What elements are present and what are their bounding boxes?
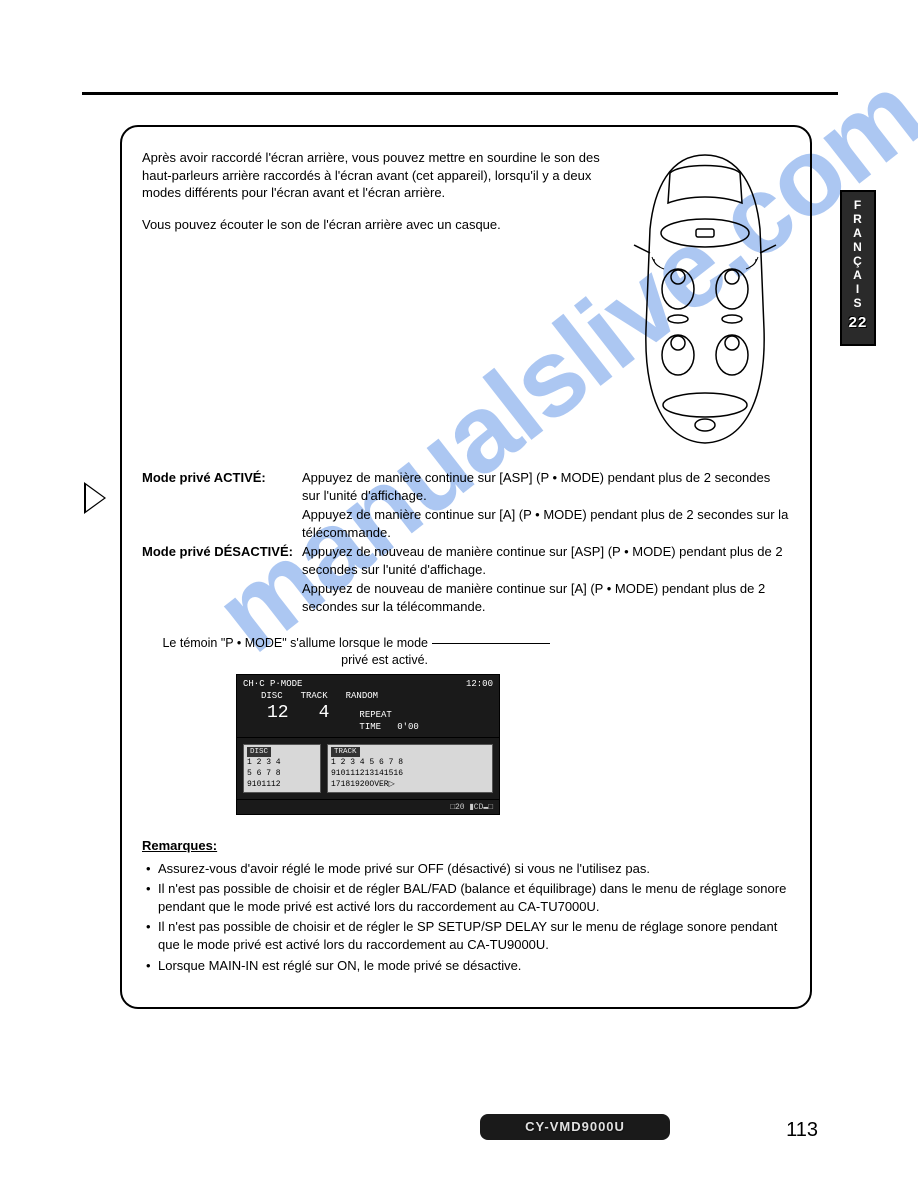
language-tab: F R A N Ç A I S 22 — [840, 190, 876, 346]
lcd-disc-num: 12 — [267, 702, 289, 725]
disc-panel-header: DISC — [247, 747, 271, 757]
remark-item: Il n'est pas possible de choisir et de r… — [146, 880, 790, 916]
mode-inactive-desc2: Appuyez de nouveau de manière continue s… — [302, 580, 790, 615]
car-diagram — [620, 149, 790, 449]
mode-section: Mode privé ACTIVÉ: Appuyez de manière co… — [142, 469, 790, 615]
lcd-track-num: 4 — [319, 702, 330, 725]
content-box: Après avoir raccordé l'écran arrière, vo… — [120, 125, 812, 1009]
lang-letter: R — [842, 212, 874, 226]
mode-active-label: Mode privé ACTIVÉ: — [142, 469, 302, 504]
intro-p1: Après avoir raccordé l'écran arrière, vo… — [142, 149, 606, 202]
page-number: 113 — [786, 1119, 818, 1142]
remarks-title: Remarques: — [142, 837, 790, 855]
disc-row: 5 6 7 8 — [247, 769, 281, 778]
top-rule — [82, 92, 838, 95]
mode-inactive-desc1: Appuyez de nouveau de manière continue s… — [302, 543, 790, 578]
remark-item: Assurez-vous d'avoir réglé le mode privé… — [146, 860, 790, 878]
remark-item: Il n'est pas possible de choisir et de r… — [146, 918, 790, 954]
mode-inactive-label: Mode privé DÉSACTIVÉ: — [142, 543, 302, 578]
mode-active-desc1: Appuyez de manière continue sur [ASP] (P… — [302, 469, 790, 504]
lcd-track-panel: TRACK 1 2 3 4 5 6 7 8 910111213141516 17… — [327, 744, 493, 794]
lang-letter: N — [842, 240, 874, 254]
disc-row: 9101112 — [247, 780, 281, 789]
lcd-display: CH·C P·MODE 12:00 DISC TRACK RANDOM 12 4… — [236, 674, 500, 816]
lcd-label-time: TIME — [359, 722, 381, 732]
track-row: 910111213141516 — [331, 769, 403, 778]
lang-letter: F — [842, 198, 874, 212]
lcd-top: CH·C P·MODE 12:00 DISC TRACK RANDOM 12 4… — [236, 674, 500, 738]
lcd-label-repeat: REPEAT — [359, 710, 391, 720]
lang-letter: S — [842, 296, 874, 310]
play-triangle-inner — [86, 485, 104, 511]
lcd-ch-pmode: CH·C P·MODE — [243, 679, 302, 690]
lang-letter: I — [842, 282, 874, 296]
display-note: Le témoin "P • MODE" s'allume lorsque le… — [142, 635, 790, 668]
leader-line — [432, 643, 550, 644]
remark-item: Lorsque MAIN-IN est réglé sur ON, le mod… — [146, 957, 790, 975]
lcd-time-val: 0'00 — [397, 722, 419, 732]
track-panel-header: TRACK — [331, 747, 360, 757]
intro-p2: Vous pouvez écouter le son de l'écran ar… — [142, 216, 606, 234]
mode-active-desc2: Appuyez de manière continue sur [A] (P •… — [302, 506, 790, 541]
lcd-clock: 12:00 — [466, 679, 493, 690]
lcd-label-track: TRACK — [301, 691, 328, 702]
intro-text: Après avoir raccordé l'écran arrière, vo… — [142, 149, 606, 449]
track-row: 17181920OVER▷ — [331, 780, 395, 789]
disc-row: 1 2 3 4 — [247, 758, 281, 767]
lcd-label-random: RANDOM — [346, 691, 378, 702]
track-row: 1 2 3 4 5 6 7 8 — [331, 758, 403, 767]
lcd-disc-panel: DISC 1 2 3 4 5 6 7 8 9101112 — [243, 744, 321, 794]
model-badge: CY-VMD9000U — [480, 1114, 670, 1140]
lang-letter: A — [842, 268, 874, 282]
lang-letter: Ç — [842, 254, 874, 268]
lang-letter: A — [842, 226, 874, 240]
display-note-text: Le témoin "P • MODE" s'allume lorsque le… — [142, 635, 432, 668]
remarks-section: Remarques: Assurez-vous d'avoir réglé le… — [142, 837, 790, 974]
lcd-label-disc: DISC — [261, 691, 283, 702]
lcd-footer: □20 ▮CD▬□ — [236, 800, 500, 815]
lcd-bottom: DISC 1 2 3 4 5 6 7 8 9101112 TRACK 1 2 3… — [236, 738, 500, 801]
lang-page: 22 — [842, 314, 874, 331]
